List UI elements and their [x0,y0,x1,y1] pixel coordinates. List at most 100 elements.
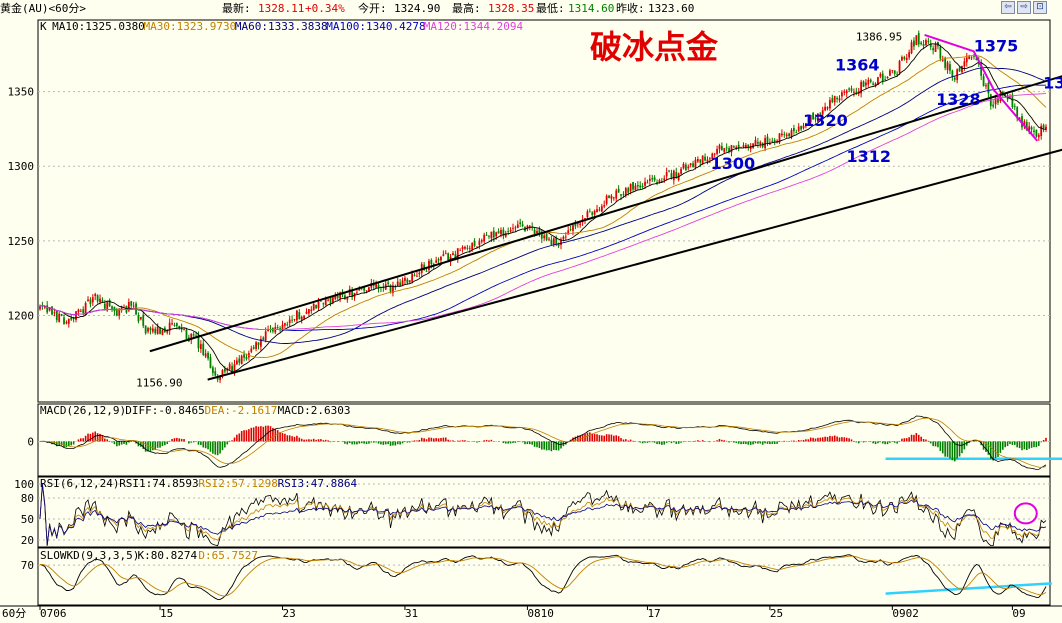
candle-body [728,148,730,152]
candle-body [586,211,589,218]
candle-body [461,246,464,250]
y-tick-label-price: 1200 [8,309,35,322]
candle-body [783,134,786,136]
candle-body [987,83,990,94]
candle-body [853,92,855,93]
candle-body [548,238,550,240]
candle-body [1028,126,1031,131]
candle-body [845,90,848,94]
candle-body [60,314,63,316]
candle-body [790,130,793,138]
candle-body [327,299,330,301]
candle-body [238,358,241,363]
candle-body [259,338,262,347]
candle-body [807,123,810,124]
candle-body [264,331,267,341]
channel-line [207,148,1062,381]
candle-body [504,233,507,237]
candle-body [792,128,795,132]
candle-body [829,100,831,109]
candle-body [886,76,889,79]
candle-body [389,284,392,292]
legend-macd: MACD:2.6303 [278,404,351,417]
candle-body [687,166,690,169]
candle-body [466,247,469,249]
candle-body [812,112,815,120]
candle-body [87,299,89,301]
candle-body [689,163,692,166]
candle-body [228,364,231,370]
candle-body [732,146,735,148]
candle-body [951,70,954,77]
candle-body [572,225,574,231]
candle-body [603,204,606,207]
candle-body [862,81,865,87]
candle-body [495,232,498,237]
candle-body [413,275,416,276]
candle-body [646,182,649,184]
x-tick-label: 25 [770,607,783,620]
candle-body [456,248,459,260]
candle-body [137,315,140,322]
candle-body [704,156,706,161]
candle-body [622,194,625,195]
candle-body [953,77,956,80]
candle-body [418,272,421,275]
ma120-line [39,93,1047,330]
annotation-label: 1349 [1043,74,1062,93]
candle-body [221,370,224,376]
y-tick-label-price: 1250 [8,235,35,248]
candle-body [694,159,697,168]
candle-body [723,148,726,152]
candle-body [334,294,337,300]
candle-body [39,306,41,310]
candle-body [925,40,927,45]
candle-body [533,229,536,235]
candle-body [833,96,836,103]
candle-body [425,271,428,272]
candle-body [75,311,77,320]
maximize-button[interactable]: ⊡ [1033,1,1047,14]
candle-body [507,231,510,232]
nav-back-button[interactable]: ⇦ [1001,1,1015,14]
y-tick-label-price: 1350 [8,86,35,99]
candle-body [108,300,111,307]
candle-body [296,310,298,321]
candle-body [817,113,819,122]
y-tick-label-kd: 70 [21,559,34,572]
legend-rsi: RSI2:57.1298 [198,477,277,490]
candle-body [543,235,546,239]
indicators-layer [39,415,1047,600]
change-value: +0.34% [305,2,345,15]
candles-layer[interactable] [39,30,1047,384]
channel-line [149,75,1062,353]
candle-body [358,288,361,291]
candle-body [216,376,219,380]
candle-body [51,306,53,315]
candle-body [55,311,58,321]
candle-body [809,115,812,123]
y-tick-label-rsi: 80 [21,492,34,505]
candle-body [896,73,899,75]
candle-body [339,292,342,299]
y-tick-label-rsi: 20 [21,534,34,547]
candle-body [288,319,291,324]
nav-forward-button[interactable]: ⇨ [1017,1,1031,14]
candle-body [322,303,325,305]
candle-body [629,184,632,192]
candle-body [89,299,92,305]
candle-body [992,104,995,107]
candle-body [958,67,961,72]
candle-body [903,56,906,59]
candle-body [555,237,558,245]
candle-body [612,197,615,199]
candle-body [139,317,142,320]
candle-body [223,368,226,372]
candle-body [485,235,488,236]
candle-body [84,302,87,316]
rsi2-line [39,483,1047,546]
candle-body [949,64,951,71]
legend-macd: MACD(26,12,9) [40,404,126,417]
legend-rsi: RSI1:74.8593 [119,477,198,490]
